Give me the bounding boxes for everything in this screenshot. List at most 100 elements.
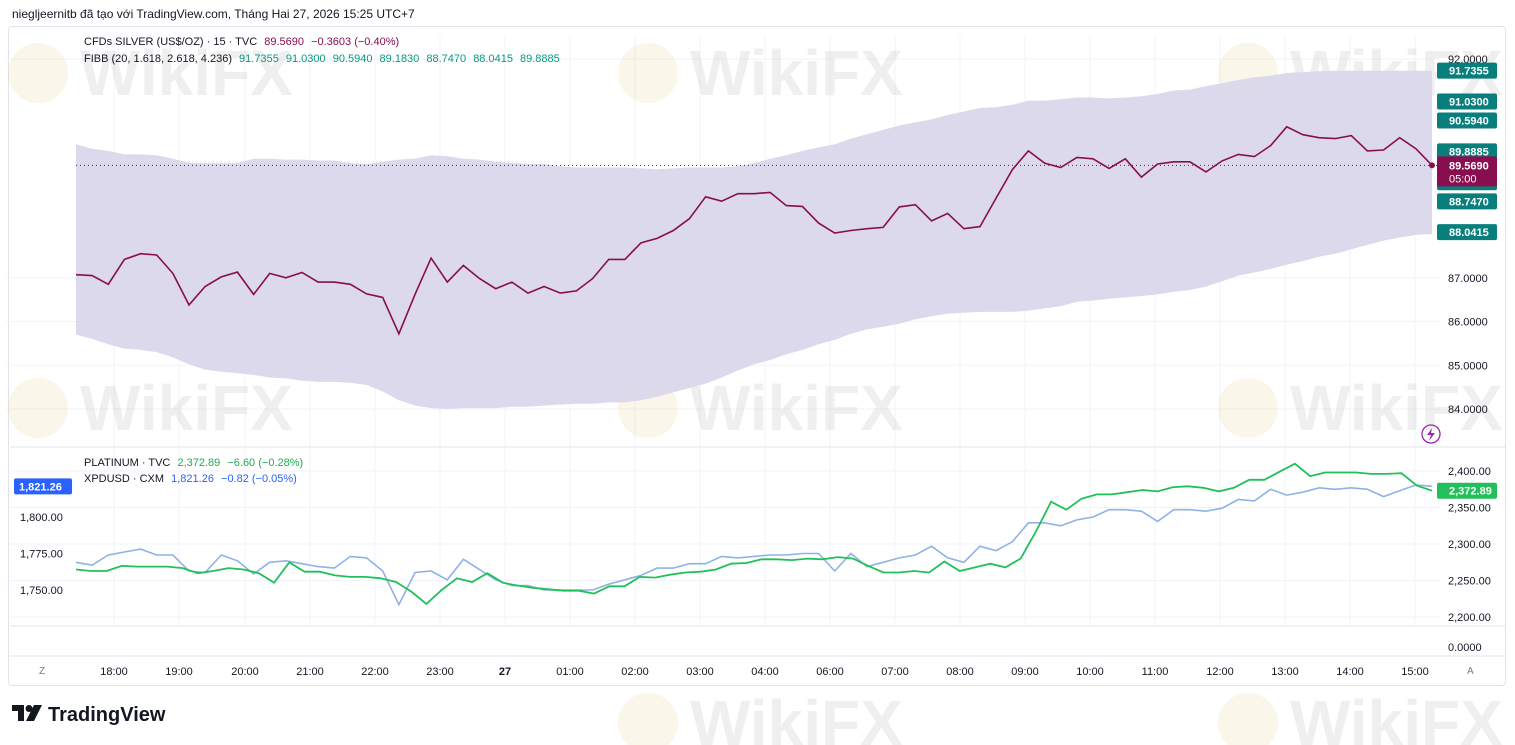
watermark-emblem — [618, 693, 678, 745]
fibb-price-label-box — [1437, 193, 1497, 210]
platinum-legend-change: −6.60 (−0.28%) — [227, 457, 304, 469]
watermark-text: WikiFX — [690, 37, 903, 109]
fibb-price-label: 89.8885 — [1449, 146, 1489, 158]
watermark: WikiFX — [618, 687, 903, 745]
silver-legend-name: CFDs SILVER (US$/OZ) · 15 · TVC — [84, 36, 258, 48]
time-axis-label: 14:00 — [1336, 666, 1364, 678]
watermark-emblem — [1218, 693, 1278, 745]
watermark-emblem — [618, 43, 678, 103]
platinum-price-label: 2,372.89 — [1449, 486, 1492, 498]
axis-tick-label: 87.0000 — [1448, 273, 1488, 285]
fibb-value: 89.1830 — [379, 53, 420, 65]
left-axis-tick-label: 1,750.00 — [20, 585, 63, 597]
time-axis-label: 01:00 — [556, 666, 584, 678]
xpd-legend[interactable]: XPDUSD · CXM 1,821.26 −0.82 (−0.05%) — [84, 473, 301, 485]
time-axis-label: 02:00 — [621, 666, 649, 678]
time-axis-label: 08:00 — [946, 666, 974, 678]
silver-legend[interactable]: CFDs SILVER (US$/OZ) · 15 · TVC 89.5690 … — [84, 36, 403, 48]
fibb-price-label-box — [1437, 62, 1497, 79]
alert-icon-ring — [1421, 424, 1441, 444]
fibb-price-label-box — [1437, 224, 1497, 241]
watermark-emblem — [1218, 378, 1278, 438]
fibb-price-label: 90.5940 — [1449, 116, 1489, 128]
time-axis-label: 04:00 — [751, 666, 779, 678]
watermark-text: WikiFX — [1290, 372, 1503, 444]
watermark-text: WikiFX — [1290, 687, 1503, 745]
watermark-text: WikiFX — [80, 37, 293, 109]
watermark: WikiFX — [8, 37, 293, 109]
time-axis-label: 15:00 — [1401, 666, 1429, 678]
series-layer — [75, 125, 1438, 607]
time-axis-label: 18:00 — [100, 666, 128, 678]
fibb-value: 91.0300 — [285, 53, 326, 65]
watermark: WikiFX — [618, 37, 903, 109]
xpd-legend-last: 1,821.26 — [171, 473, 214, 485]
axis-labels: 92.000087.000086.000085.000084.000091.73… — [14, 54, 1497, 678]
platinum-legend-name: PLATINUM · TVC — [84, 457, 171, 469]
left-axis-tick-label: 1,775.00 — [20, 549, 63, 561]
platinum-legend-last: 2,372.89 — [177, 457, 221, 469]
silver-legend-change: −0.3603 (−0.40%) — [311, 36, 400, 48]
fibb-value: 91.7355 — [239, 53, 279, 65]
watermark-text: WikiFX — [690, 687, 903, 745]
fibb-bands — [76, 70, 1432, 410]
xpd-series-line — [75, 484, 1433, 607]
axis-corner-right[interactable]: A — [1467, 666, 1474, 677]
attribution-header: niegljeernitb đã tạo với TradingView.com… — [12, 7, 415, 21]
left-axis-tick-label: 1,800.00 — [20, 512, 63, 524]
right-axis-tick-label: 0.0000 — [1448, 642, 1482, 654]
axis-tick-label: 86.0000 — [1448, 317, 1488, 329]
platinum-series-line — [75, 462, 1433, 606]
right-axis-tick-label: 2,200.00 — [1448, 612, 1491, 624]
fibb-legend-name: FIBB (20, 1.618, 2.618, 4.236) — [84, 53, 232, 65]
watermark-emblem — [8, 43, 68, 103]
current-price-label-box — [1437, 156, 1497, 187]
time-axis-label: 21:00 — [296, 666, 324, 678]
axis-tick-label: 85.0000 — [1448, 360, 1488, 372]
platinum-legend[interactable]: PLATINUM · TVC 2,372.89 −6.60 (−0.28%) — [84, 457, 307, 469]
brand-name: TradingView — [48, 704, 166, 726]
axis-corner-left[interactable]: Z — [39, 666, 46, 677]
tradingview-logo-icon — [12, 704, 42, 727]
fibb-value: 88.7470 — [426, 53, 467, 65]
time-axis-label: 10:00 — [1076, 666, 1104, 678]
fibb-price-label-box — [1437, 112, 1497, 129]
time-axis-label: 06:00 — [816, 666, 844, 678]
fibb-price-label: 91.7355 — [1449, 66, 1489, 78]
fibb-price-label: 88.0415 — [1449, 227, 1489, 239]
xpd-price-label: 1,821.26 — [19, 481, 62, 493]
silver-series-line — [75, 125, 1433, 336]
watermark-emblem — [8, 378, 68, 438]
chart-frame[interactable] — [8, 26, 1506, 686]
alert-icon — [1421, 424, 1441, 444]
time-axis-label: 22:00 — [361, 666, 389, 678]
watermark-text: WikiFX — [80, 372, 293, 444]
time-axis-label: 12:00 — [1206, 666, 1234, 678]
silver-legend-last: 89.5690 — [264, 36, 305, 48]
time-axis-label: 27 — [499, 666, 511, 678]
time-axis-label: 23:00 — [426, 666, 454, 678]
xpd-legend-change: −0.82 (−0.05%) — [221, 473, 297, 485]
time-axis-label: 20:00 — [231, 666, 259, 678]
silver-last-point — [1429, 162, 1435, 169]
right-axis-tick-label: 2,350.00 — [1448, 503, 1491, 515]
time-axis-label: 13:00 — [1271, 666, 1299, 678]
xpd-legend-name: XPDUSD · CXM — [84, 473, 165, 485]
fibb-value: 89.8885 — [520, 53, 560, 65]
tradingview-brand[interactable]: TradingView — [12, 704, 165, 727]
fibb-price-label: 91.0300 — [1449, 96, 1489, 108]
watermark: WikiFX — [1218, 687, 1503, 745]
fibb-band-fill — [76, 70, 1432, 410]
right-axis-tick-label: 2,300.00 — [1448, 539, 1491, 551]
fibb-legend[interactable]: FIBB (20, 1.618, 2.618, 4.236) 91.7355 9… — [84, 53, 564, 65]
time-axis-label: 09:00 — [1011, 666, 1039, 678]
time-axis-label: 19:00 — [165, 666, 193, 678]
right-axis-tick-label: 2,400.00 — [1448, 466, 1491, 478]
axis-tick-label: 84.0000 — [1448, 404, 1488, 416]
alert-icon-bolt — [1427, 428, 1435, 441]
watermark: WikiFX — [8, 372, 293, 444]
countdown-label: 05:00 — [1449, 173, 1477, 185]
fibb-price-label-box — [1437, 143, 1497, 160]
time-axis-label: 11:00 — [1142, 666, 1169, 678]
